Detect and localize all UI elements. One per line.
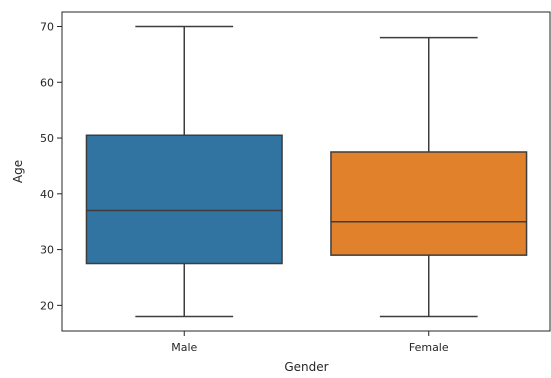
x-axis-ticks: Male Female bbox=[171, 331, 449, 354]
iqr-box bbox=[330, 151, 528, 256]
box-male bbox=[85, 25, 283, 318]
box-female bbox=[330, 36, 528, 318]
boxes-group bbox=[85, 25, 528, 318]
iqr-box bbox=[85, 134, 283, 265]
x-tick-label: Male bbox=[171, 341, 197, 354]
y-tick-label: 60 bbox=[40, 76, 54, 89]
y-tick-label: 40 bbox=[40, 188, 54, 201]
y-axis-ticks: 20 30 40 50 60 70 bbox=[40, 21, 62, 312]
y-tick-label: 20 bbox=[40, 299, 54, 312]
y-tick-label: 50 bbox=[40, 132, 54, 145]
x-tick-label: Female bbox=[409, 341, 449, 354]
y-tick-label: 70 bbox=[40, 21, 54, 34]
plot-frame bbox=[61, 11, 551, 332]
y-axis-label: Age bbox=[11, 160, 25, 183]
x-axis-label: Gender bbox=[284, 360, 328, 374]
y-tick-label: 30 bbox=[40, 244, 54, 257]
